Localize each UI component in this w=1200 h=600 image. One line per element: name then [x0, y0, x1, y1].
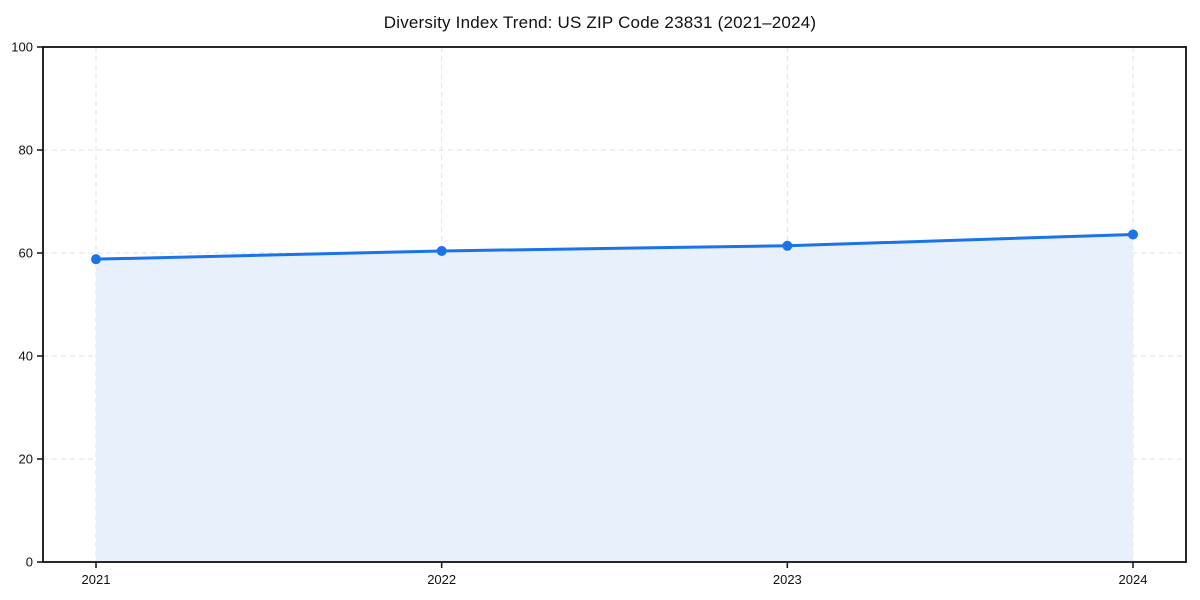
y-tick-label: 0 — [26, 555, 33, 570]
y-tick-label: 100 — [11, 40, 33, 55]
y-tick-label: 40 — [19, 349, 33, 364]
x-tick-label: 2022 — [427, 572, 456, 587]
x-tick-label: 2021 — [82, 572, 111, 587]
data-point — [91, 254, 101, 265]
y-tick-label: 20 — [19, 452, 33, 467]
trend-line — [94, 232, 1135, 261]
x-tick-label: 2023 — [773, 572, 802, 587]
y-tick-label: 60 — [19, 246, 33, 261]
area-fill — [96, 234, 1133, 562]
data-point — [782, 240, 793, 251]
x-tick-label: 2024 — [1119, 572, 1148, 587]
data-point — [1128, 229, 1138, 240]
y-tick-label: 80 — [19, 143, 33, 158]
data-point — [436, 245, 447, 256]
chart-title: Diversity Index Trend: US ZIP Code 23831… — [383, 13, 817, 32]
plot-border — [42, 46, 1187, 563]
